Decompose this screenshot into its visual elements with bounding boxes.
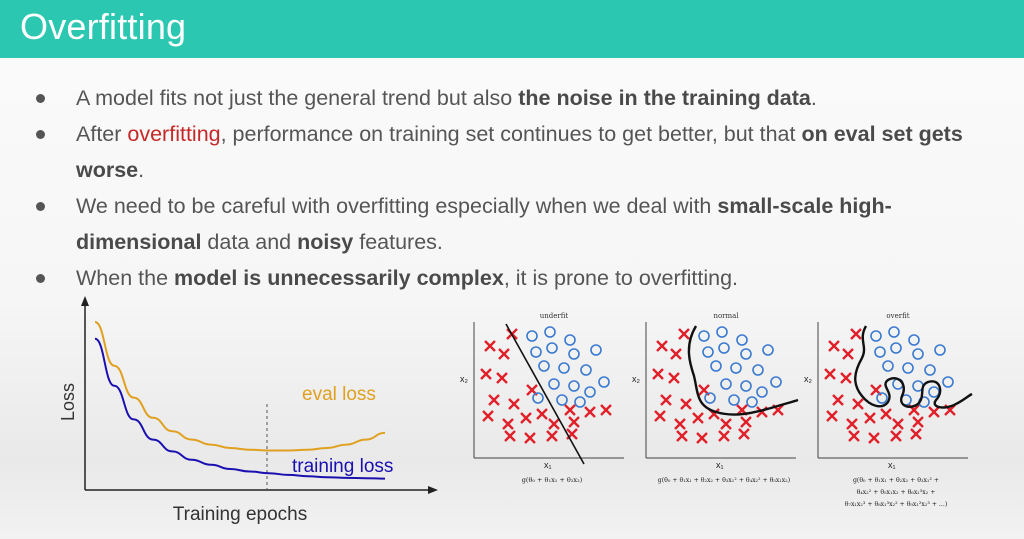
panel-formula-line: g(θ₀ + θ₁x₁ + θ₂x₂ + θ₃x₁² + (853, 477, 939, 484)
bullet-text: After (76, 122, 128, 146)
panel-y-label: x₂ (460, 374, 469, 384)
panel-formula-line: θ₄x₂² + θ₅x₁x₂ + θ₆x₁³x₂ + (857, 489, 936, 496)
y-axis-arrow-icon (81, 296, 89, 306)
loss-chart: eval loss training loss Loss Training ep… (58, 296, 438, 525)
title-bar: Overfitting (0, 0, 1024, 58)
bullet-text: A model fits not just the general trend … (76, 86, 519, 110)
bullet-dot-icon (36, 94, 45, 103)
bullet-text: , it is prone to overfitting. (503, 266, 739, 290)
x-axis-label: Training epochs (173, 504, 307, 525)
bullet-text: , performance on training set continues … (220, 122, 802, 146)
bullet-list: A model fits not just the general trend … (34, 80, 1004, 296)
panel-formula-line: θ₇x₁x₂³ + θ₈x₁³x₂² + θ₉x₁²x₂³ + ...) (845, 501, 948, 508)
bullet-bold-text: the noise in the training data (518, 86, 811, 110)
eval-loss-line (94, 321, 386, 452)
panel-y-label: x₂ (632, 374, 641, 384)
panel-x-label: x₁ (716, 460, 724, 470)
normal-panel: normal x₂ x₁ g(θ₀ + θ₁x₁ + θ₂x₂ + θ₃x₁² … (632, 312, 799, 484)
class-markers (823, 326, 957, 445)
panel-formula: g(θ₀ + θ₁x₁ + θ₂x₂) (522, 476, 583, 484)
overfit-panel: overfit x₂ x₁ g(θ₀ + θ₁x₁ + θ₂x₂ + θ₃x₁²… (804, 312, 973, 508)
bullet-item: When the model is unnecessarily complex,… (34, 260, 1004, 296)
bullet-bold-text: model is unnecessarily complex (174, 266, 504, 290)
panel-title: overfit (886, 312, 909, 320)
bullet-dot-icon (36, 202, 45, 211)
bullet-bold-text: noisy (297, 230, 354, 254)
bullet-text: data and (201, 230, 298, 254)
panel-title: normal (713, 312, 739, 320)
bullet-text: When the (76, 266, 174, 290)
decision-boundary (505, 323, 585, 465)
bullet-text: . (138, 158, 145, 182)
bullet-dot-icon (36, 130, 45, 139)
bullet-text: We need to be careful with overfitting e… (76, 194, 718, 218)
decision-boundary (687, 325, 799, 416)
bullet-highlight-text: overfitting (127, 122, 221, 146)
slide-title: Overfitting (20, 6, 187, 47)
panel-formula: g(θ₀ + θ₁x₁ + θ₂x₂ + θ₃x₁² + θ₄x₂² + θ₅x… (658, 477, 790, 484)
training-loss-line (94, 337, 386, 480)
bullet-bold-text: on eval set gets worse (76, 122, 963, 182)
bullet-bold-text: small-scale high-dimensional (76, 194, 892, 254)
panel-x-label: x₁ (544, 460, 552, 470)
bullet-text: . (810, 86, 817, 110)
x-axis-arrow-icon (428, 486, 438, 494)
panel-title: underfit (540, 312, 569, 320)
training-loss-label: training loss (292, 456, 393, 477)
bullet-item: After overfitting, performance on traini… (34, 116, 1004, 188)
class-markers (651, 326, 785, 445)
class-markers (479, 326, 613, 445)
decision-boundary (854, 325, 973, 409)
eval-loss-label: eval loss (302, 384, 376, 405)
y-axis-label: Loss (58, 383, 78, 421)
fit-panels: underfit x₂ x₁ g(θ₀ + θ₁x₁ + θ₂x₂) norma… (460, 312, 973, 508)
bullet-text: features. (353, 230, 443, 254)
panel-y-label: x₂ (804, 374, 813, 384)
bullet-dot-icon (36, 274, 45, 283)
panel-x-label: x₁ (888, 460, 896, 470)
bullet-item: A model fits not just the general trend … (34, 80, 1004, 116)
underfit-panel: underfit x₂ x₁ g(θ₀ + θ₁x₁ + θ₂x₂) (460, 312, 624, 484)
bullet-item: We need to be careful with overfitting e… (34, 188, 1004, 260)
